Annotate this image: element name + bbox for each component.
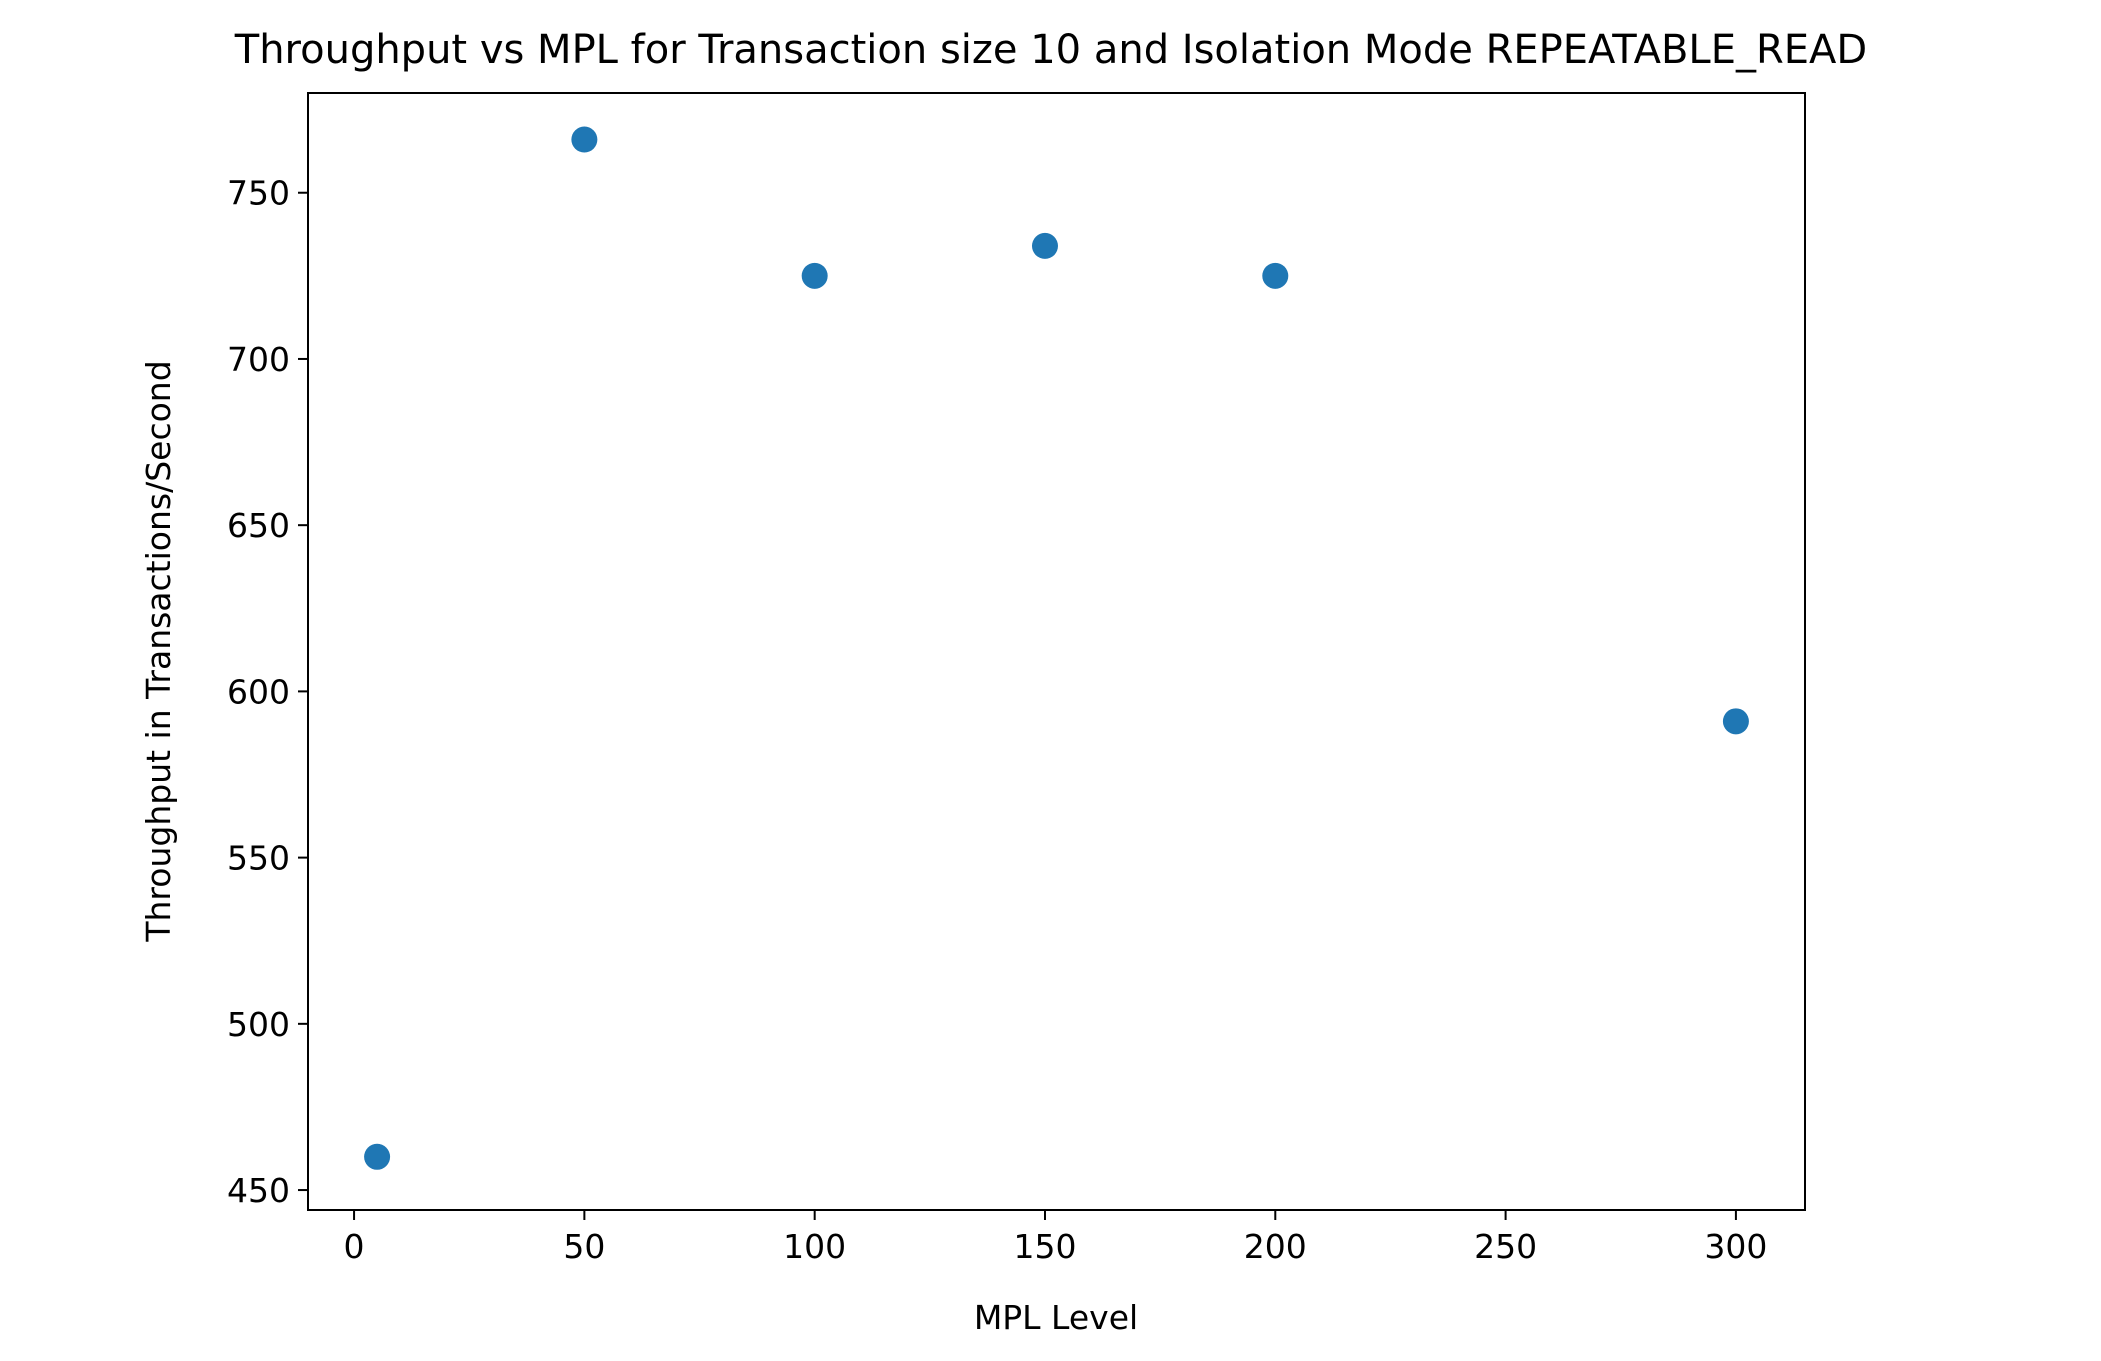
data-point [1722,708,1749,735]
x-axis-ticks: 0 50 100 150 200 250 300 [344,1210,1767,1266]
chart-title: Throughput vs MPL for Transaction size 1… [234,27,1867,73]
y-tick-label: 500 [227,1005,290,1044]
x-tick-label: 0 [344,1227,365,1266]
x-tick-label: 250 [1474,1227,1537,1266]
y-tick-label: 650 [227,506,290,545]
x-tick-label: 100 [783,1227,846,1266]
y-tick-label: 600 [227,672,290,711]
data-point [364,1143,391,1170]
y-tick-label: 550 [227,839,290,878]
y-axis-ticks: 450 500 550 600 650 700 750 [227,174,308,1210]
plot-area-frame [307,92,1806,1211]
data-point [801,262,828,289]
y-tick-label: 700 [227,340,290,379]
y-tick-label: 450 [227,1171,290,1210]
data-points [364,126,1749,1170]
y-tick-label: 750 [227,174,290,213]
x-tick-label: 200 [1244,1227,1307,1266]
data-point [571,126,598,153]
x-axis-label: MPL Level [974,1298,1138,1337]
x-tick-label: 300 [1704,1227,1767,1266]
y-axis-label: Throughput in Transactions/Second [139,360,178,942]
data-point [1031,232,1058,259]
x-tick-label: 50 [563,1227,605,1266]
data-point [1262,262,1289,289]
x-tick-label: 150 [1013,1227,1076,1266]
